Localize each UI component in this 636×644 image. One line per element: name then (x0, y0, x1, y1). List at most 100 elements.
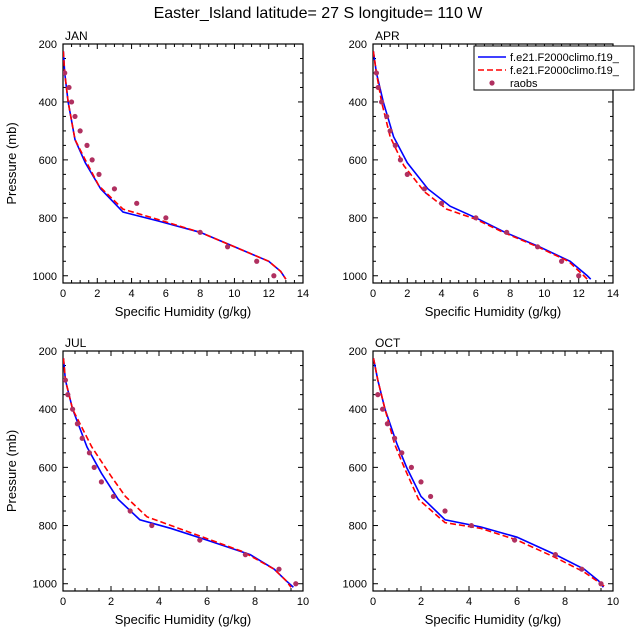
y-tick-label: 400 (349, 97, 367, 109)
y-tick-label: 400 (349, 404, 367, 416)
raobs-point (384, 113, 390, 120)
y-tick-label: 800 (39, 213, 57, 225)
raobs-point (149, 522, 155, 529)
panel-apr: APR 0 2 4 6 8 10 12 14 200 400 600 800 1000 Specific H… (343, 29, 620, 319)
y-tick-label: 800 (349, 213, 367, 225)
model2-line (63, 51, 287, 280)
y-tick-label: 600 (349, 155, 367, 167)
panel-jul: JUL 0 2 4 6 8 10 200 400 600 800 1000 Specific Humid… (4, 336, 309, 627)
model1-line (63, 358, 294, 588)
plot-frame (62, 350, 304, 592)
raobs-point (224, 244, 231, 250)
x-tick-label: 2 (108, 596, 114, 608)
model2-line (63, 358, 292, 588)
x-tick-label: 6 (514, 596, 520, 608)
x-tick-label: 10 (607, 596, 619, 608)
y-tick-label: 1000 (33, 271, 57, 283)
raobs-point (418, 479, 424, 485)
y-tick-label: 600 (39, 462, 57, 474)
plot-area (373, 51, 592, 280)
x-axis-title: Specific Humidity (g/kg) (115, 304, 252, 319)
y-axis-title: Pressure (mb) (4, 122, 19, 204)
raobs-point (392, 142, 398, 148)
raobs-point (70, 406, 76, 412)
panel-jan: JAN 0 2 4 6 8 10 12 14 200 400 600 800 1000 Specific H… (4, 29, 309, 319)
raobs-point (86, 450, 92, 456)
panel-label: OCT (375, 336, 401, 350)
x-tick-label: 4 (156, 596, 162, 608)
raobs-point (387, 128, 393, 134)
raobs-point (373, 70, 380, 76)
raobs-point (375, 84, 381, 91)
raobs-point (504, 229, 510, 235)
raobs-point (579, 566, 585, 572)
y-tick-label: 800 (349, 521, 367, 533)
plot-area (63, 358, 299, 588)
raobs-point (552, 552, 559, 558)
raobs-point (98, 479, 104, 485)
raobs-point (468, 522, 474, 529)
x-tick-label: 2 (404, 288, 410, 300)
raobs-point (598, 581, 604, 587)
raobs-point (72, 113, 78, 120)
x-tick-label: 8 (507, 288, 513, 300)
raobs-point (558, 258, 565, 264)
y-tick-label: 1000 (33, 579, 57, 591)
x-tick-label: 10 (228, 288, 240, 300)
raobs-point (254, 258, 260, 264)
model1-line (373, 358, 605, 588)
legend-label: raobs (510, 78, 538, 90)
raobs-point (91, 464, 97, 470)
raobs-point (110, 493, 116, 500)
y-tick-label: 400 (39, 97, 57, 109)
raobs-point (404, 171, 410, 177)
y-tick-label: 200 (349, 39, 367, 51)
legend-marker (489, 80, 495, 86)
x-tick-label: 6 (473, 288, 479, 300)
y-axis-title: Pressure (mb) (4, 430, 19, 512)
x-tick-label: 0 (370, 288, 376, 300)
model2-line (373, 358, 607, 588)
x-tick-label: 4 (466, 596, 472, 608)
y-tick-label: 600 (39, 155, 57, 167)
y-tick-label: 1000 (343, 271, 367, 283)
plot-frame (62, 43, 304, 284)
raobs-point (421, 186, 428, 192)
x-tick-label: 6 (204, 596, 210, 608)
legend: f.e21.F2000climo.f19_f.e21.F2000climo.f1… (473, 45, 635, 91)
figure-title: Easter_Island latitude= 27 S longitude= … (154, 5, 484, 22)
raobs-point (197, 537, 203, 543)
x-tick-label: 2 (94, 288, 100, 300)
model2-line (373, 51, 588, 280)
raobs-point (534, 244, 541, 250)
x-tick-label: 0 (370, 596, 376, 608)
x-tick-label: 0 (60, 596, 66, 608)
raobs-point (163, 215, 169, 221)
raobs-point (66, 84, 72, 91)
x-tick-label: 14 (297, 288, 309, 300)
x-tick-label: 0 (60, 288, 66, 300)
x-axis-title: Specific Humidity (g/kg) (115, 612, 252, 627)
y-tick-label: 600 (349, 462, 367, 474)
raobs-point (63, 70, 68, 76)
raobs-point (65, 392, 71, 398)
raobs-point (399, 450, 405, 456)
plot-area (373, 358, 607, 588)
raobs-point (473, 215, 479, 221)
x-axis-title: Specific Humidity (g/kg) (425, 612, 562, 627)
raobs-point (380, 406, 386, 412)
raobs-point (127, 508, 133, 514)
raobs-point (63, 377, 68, 383)
raobs-point (438, 200, 445, 206)
raobs-point (74, 421, 80, 427)
legend-label: f.e21.F2000climo.f19_ (510, 65, 620, 77)
y-tick-label: 200 (349, 346, 367, 358)
raobs-point (442, 508, 448, 514)
raobs-point (576, 273, 582, 279)
x-tick-label: 12 (573, 288, 585, 300)
x-tick-label: 8 (562, 596, 568, 608)
raobs-point (375, 392, 381, 398)
legend-box (473, 45, 635, 91)
